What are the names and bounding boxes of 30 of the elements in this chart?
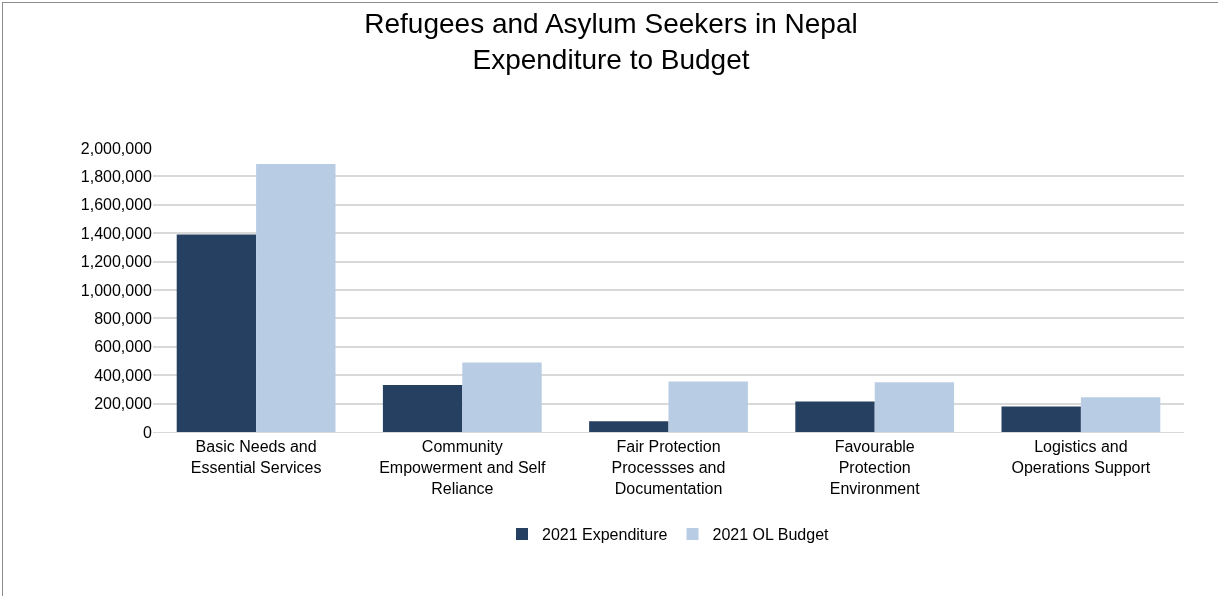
y-tick-label: 0 xyxy=(143,423,153,441)
y-tick-label: 400,000 xyxy=(94,366,153,384)
chart-title: Refugees and Asylum Seekers in Nepal xyxy=(364,7,858,39)
bar xyxy=(256,163,336,432)
bar xyxy=(874,382,955,432)
y-tick-label: 1,400,000 xyxy=(80,224,153,242)
y-tick-label: 200,000 xyxy=(94,395,153,413)
bar xyxy=(462,362,542,432)
y-tick-label: 1,800,000 xyxy=(80,168,153,185)
bar xyxy=(1080,397,1161,432)
y-tick-label: 1,200,000 xyxy=(80,253,153,271)
chart-subtitle: Expenditure to Budget xyxy=(472,44,750,76)
y-tick-label: 800,000 xyxy=(94,310,153,327)
y-tick-label: 1,600,000 xyxy=(80,196,153,214)
legend-label: 2021 OL Budget xyxy=(712,526,830,544)
x-tick-label: Community Empowerment and Self Reliance xyxy=(379,438,546,497)
bar xyxy=(176,234,257,432)
x-tick-label: Favourable Protection Environment xyxy=(829,438,921,497)
y-tick-label: 1,000,000 xyxy=(80,281,153,299)
bar xyxy=(668,381,748,432)
x-tick-label: Basic Needs and Essential Services xyxy=(190,438,322,476)
bar xyxy=(589,421,669,432)
bar xyxy=(382,385,463,432)
bar xyxy=(795,401,875,432)
bar xyxy=(1001,406,1081,432)
x-tick-label: Fair Protection Processses and Documentation xyxy=(611,438,726,497)
legend-label: 2021 Expenditure xyxy=(542,526,668,544)
y-tick-label: 2,000,000 xyxy=(80,139,153,157)
x-tick-label: Logistics and Operations Support xyxy=(1011,438,1151,476)
y-tick-label: 600,000 xyxy=(94,338,153,356)
